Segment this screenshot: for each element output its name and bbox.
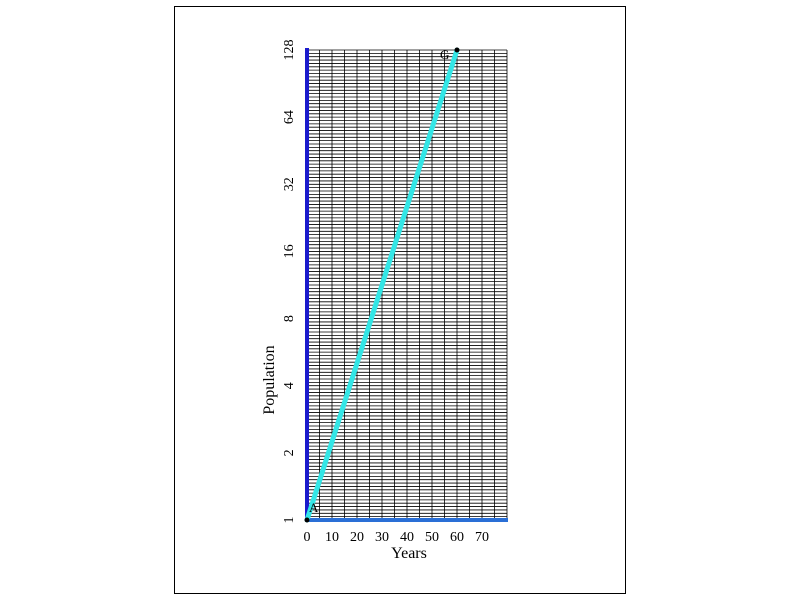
y-tick-label: 128 [282, 40, 297, 61]
y-tick-label: 32 [282, 177, 297, 191]
x-tick-label: 0 [304, 530, 311, 545]
y-tick-label: 2 [282, 449, 297, 456]
x-tick-label: 50 [425, 530, 439, 545]
x-tick-labels: 0 10 20 30 40 50 60 70 [304, 530, 490, 545]
x-tick-label: 70 [475, 530, 489, 545]
y-tick-label: 8 [282, 315, 297, 322]
data-point [454, 47, 460, 53]
y-axis-label: Population [261, 345, 278, 414]
y-tick-label: 4 [282, 382, 297, 389]
point-label: A [309, 500, 319, 515]
x-tick-label: 20 [350, 530, 364, 545]
series-line-population [304, 47, 460, 523]
x-tick-label: 10 [325, 530, 339, 545]
y-tick-label: 1 [282, 517, 297, 524]
data-point [304, 517, 310, 523]
x-tick-label: 40 [400, 530, 414, 545]
y-tick-label: 64 [282, 110, 297, 124]
data-points: AG [304, 47, 460, 523]
x-tick-label: 30 [375, 530, 389, 545]
x-tick-label: 60 [450, 530, 464, 545]
chart-frame [174, 6, 626, 594]
point-label: G [440, 47, 449, 62]
y-tick-labels: 1 2 4 8 16 32 64 128 [282, 40, 297, 524]
y-tick-label: 16 [282, 244, 297, 258]
x-axis-label: Years [391, 545, 427, 562]
